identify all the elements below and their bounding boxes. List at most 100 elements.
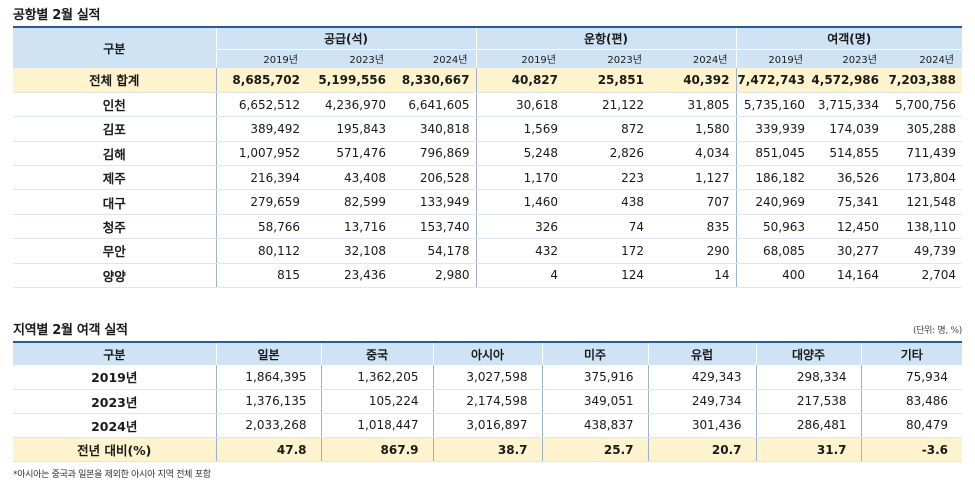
year-header: 2019년 — [735, 49, 811, 68]
table-cell: 36,526 — [811, 165, 885, 191]
table-cell: 340,818 — [392, 116, 476, 142]
table-cell: 74 — [564, 214, 650, 240]
table-cell: 8,330,667 — [392, 68, 476, 93]
row-label: 양양 — [13, 263, 216, 289]
table-cell: 867.9 — [320, 437, 433, 463]
table-cell: 138,110 — [885, 214, 963, 240]
table-cell: 32,108 — [306, 238, 392, 264]
table-cell: 1,007,952 — [215, 141, 306, 167]
table-cell: 1,018,447 — [320, 413, 433, 439]
table-cell: 872 — [564, 116, 650, 142]
table-cell: 2,704 — [885, 263, 963, 289]
table-cell: 4 — [475, 263, 564, 289]
table-cell: 14 — [650, 263, 736, 289]
passengers-header: 여객(명) — [735, 27, 963, 50]
table-cell: 153,740 — [392, 214, 476, 240]
table-cell: 31,805 — [650, 92, 736, 118]
table-cell: 173,804 — [885, 165, 963, 191]
table-row: 인천 6,652,512 4,236,970 6,641,605 30,618 21,12… — [13, 92, 963, 118]
table-cell: 4,034 — [650, 141, 736, 167]
airport-performance-table: 구분 공급(석) 운항(편) 여객(명) 2019년 2023년 2024년 2… — [13, 26, 963, 289]
row-label: 전체 합계 — [13, 68, 216, 93]
row-label: 김해 — [13, 141, 216, 167]
table-row: 무안 80,112 32,108 54,178 432 172 290 68,085 30,27… — [13, 238, 963, 264]
supply-header: 공급(석) — [215, 27, 476, 50]
row-label: 2019년 — [13, 365, 216, 390]
table-cell: 124 — [564, 263, 650, 289]
table-cell: 75,934 — [860, 365, 962, 390]
year-header: 2023년 — [306, 49, 392, 68]
table-cell: 68,085 — [735, 238, 811, 264]
table-cell: 339,939 — [735, 116, 811, 142]
table-cell: 290 — [650, 238, 736, 264]
table-cell: 58,766 — [215, 214, 306, 240]
year-header: 2023년 — [811, 49, 885, 68]
table-cell: 47.8 — [215, 437, 321, 463]
table-cell: 43,408 — [306, 165, 392, 191]
table-cell: 20.7 — [647, 437, 756, 463]
table-cell: 2,174,598 — [432, 389, 542, 414]
table-cell: 40,392 — [650, 68, 736, 93]
table-cell: 514,855 — [811, 141, 885, 167]
table-cell: 375,916 — [541, 365, 648, 390]
region-header-china: 중국 — [320, 342, 433, 365]
table-row: 대구 279,659 82,599 133,949 1,460 438 707 240,969… — [13, 189, 963, 215]
table-cell: 6,641,605 — [392, 92, 476, 118]
table-cell: 326 — [475, 214, 564, 240]
table-cell: 195,843 — [306, 116, 392, 142]
table-cell: 2,980 — [392, 263, 476, 289]
table-cell: 223 — [564, 165, 650, 191]
yoy-row: 전년 대비(%) 47.8 867.9 38.7 25.7 20.7 31.7 -3.6 — [13, 437, 962, 463]
table-cell: 711,439 — [885, 141, 963, 167]
table-cell: 82,599 — [306, 189, 392, 215]
table-cell: 796,869 — [392, 141, 476, 167]
table-cell: 5,700,756 — [885, 92, 963, 118]
table-cell: 172 — [564, 238, 650, 264]
table-cell: 83,486 — [860, 389, 962, 414]
table-cell: 707 — [650, 189, 736, 215]
table-cell: 54,178 — [392, 238, 476, 264]
table-cell: 240,969 — [735, 189, 811, 215]
table-cell: 7,203,388 — [885, 68, 963, 93]
table-row: 김해 1,007,952 571,476 796,869 5,248 2,826 4,034… — [13, 141, 963, 167]
year-header: 2024년 — [392, 49, 476, 68]
year-header: 2023년 — [564, 49, 650, 68]
row-label: 인천 — [13, 92, 216, 118]
table-cell: 14,164 — [811, 263, 885, 289]
table-row: 양양 815 23,436 2,980 4 124 14 400 14,164 2,704 — [13, 263, 963, 289]
row-label: 2024년 — [13, 413, 216, 439]
row-label: 대구 — [13, 189, 216, 215]
table-cell: 23,436 — [306, 263, 392, 289]
year-header: 2024년 — [885, 49, 963, 68]
airport-section-title: 공항별 2월 실적 — [13, 8, 101, 23]
region-header-row: 구분 일본 중국 아시아 미주 유럽 대양주 기타 — [13, 342, 962, 365]
table-row: 김포 389,492 195,843 340,818 1,569 872 1,580 339,… — [13, 116, 963, 142]
table-cell: 49,739 — [885, 238, 963, 264]
table-cell: 12,450 — [811, 214, 885, 240]
table-row: 2019년 1,864,395 1,362,205 3,027,598 375,916 4… — [13, 365, 962, 390]
table-cell: 217,538 — [755, 389, 861, 414]
region-header-americas: 미주 — [541, 342, 648, 365]
region-section-title: 지역별 2월 여객 실적 — [13, 323, 128, 338]
table-row: 2023년 1,376,135 105,224 2,174,598 349,051 249… — [13, 389, 962, 414]
table-cell: 4,572,986 — [811, 68, 885, 93]
table-cell: 30,618 — [475, 92, 564, 118]
table-cell: 30,277 — [811, 238, 885, 264]
region-header-oceania: 대양주 — [755, 342, 861, 365]
row-label: 무안 — [13, 238, 216, 264]
table-cell: 3,016,897 — [432, 413, 542, 439]
flights-header: 운항(편) — [475, 27, 736, 50]
table-cell: 2,826 — [564, 141, 650, 167]
region-header-asia: 아시아 — [432, 342, 542, 365]
table-cell: 5,248 — [475, 141, 564, 167]
table-cell: 286,481 — [755, 413, 861, 439]
year-header: 2019년 — [475, 49, 564, 68]
table-cell: 6,652,512 — [215, 92, 306, 118]
year-header-row: 2019년 2023년 2024년 2019년 2023년 2024년 2019… — [13, 49, 963, 68]
table-cell: 25,851 — [564, 68, 650, 93]
table-cell: 851,045 — [735, 141, 811, 167]
table-cell: 80,479 — [860, 413, 962, 439]
table-cell: 305,288 — [885, 116, 963, 142]
table-cell: 835 — [650, 214, 736, 240]
table-cell: 133,949 — [392, 189, 476, 215]
